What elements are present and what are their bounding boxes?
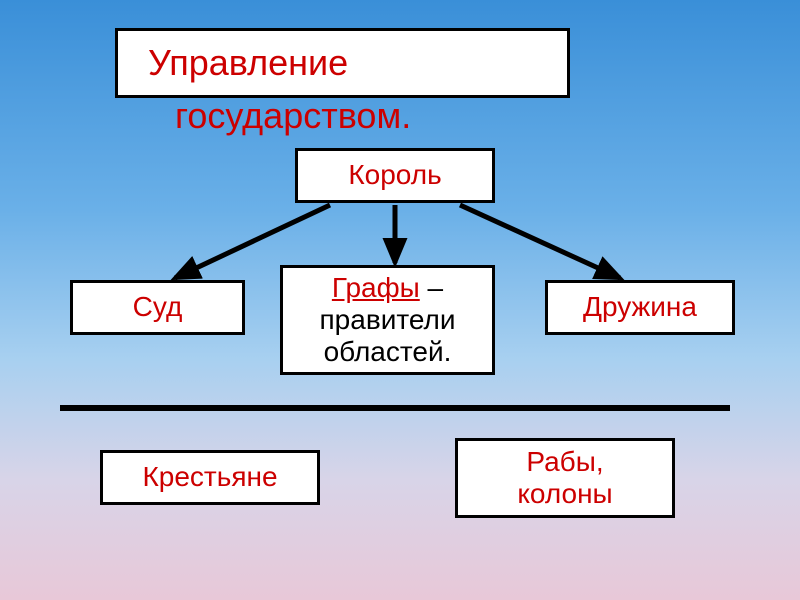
node-druzhina: Дружина xyxy=(545,280,735,335)
node-slaves: Рабы, колоны xyxy=(455,438,675,518)
node-king-label: Король xyxy=(348,159,441,191)
title-line2: государством. xyxy=(175,95,411,137)
node-court: Суд xyxy=(70,280,245,335)
node-counts-underlined: Графы xyxy=(332,272,420,303)
node-court-label: Суд xyxy=(133,291,183,323)
title-box: Управление xyxy=(115,28,570,98)
node-counts-text: Графы – правители областей. xyxy=(287,272,488,369)
node-druzhina-label: Дружина xyxy=(583,291,697,323)
node-slaves-line1: Рабы, xyxy=(526,446,603,478)
node-peasants: Крестьяне xyxy=(100,450,320,505)
title-line1: Управление xyxy=(148,42,348,83)
divider-line xyxy=(60,405,730,411)
node-counts: Графы – правители областей. xyxy=(280,265,495,375)
node-king: Король xyxy=(295,148,495,203)
node-slaves-line2: колоны xyxy=(517,478,612,510)
node-peasants-label: Крестьяне xyxy=(142,461,277,493)
